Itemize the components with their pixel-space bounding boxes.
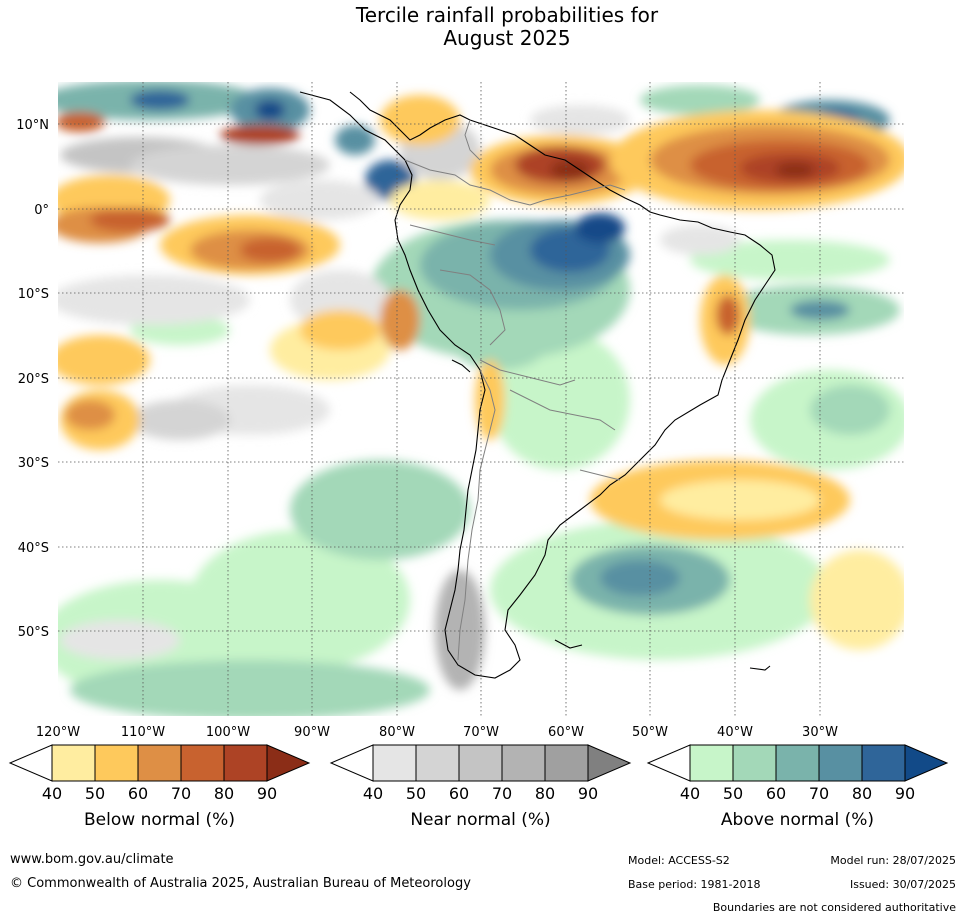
colorbar-label: Below normal (%) <box>84 810 235 830</box>
colorbar-segment <box>861 744 906 782</box>
colorbar-extend-high <box>266 744 311 782</box>
country-borders <box>404 119 626 661</box>
colorbar-segment <box>501 744 546 782</box>
colorbar-tick-label: 90 <box>578 784 598 803</box>
lon-label: 60°W <box>548 725 584 740</box>
colorbar-extend-low <box>646 744 691 782</box>
colorbar-tick-label: 60 <box>128 784 148 803</box>
colorbar-tick-label: 50 <box>85 784 105 803</box>
lon-label: 100°W <box>206 725 250 740</box>
website-link[interactable]: www.bom.gov.au/climate <box>10 852 174 867</box>
colorbar-segment <box>458 744 503 782</box>
colorbar-tick-label: 70 <box>492 784 512 803</box>
colorbar-extend-low <box>329 744 374 782</box>
colorbar-tick-label: 70 <box>171 784 191 803</box>
copyright-text: © Commonwealth of Australia 2025, Austra… <box>10 876 471 891</box>
colorbar-tick-label: 40 <box>363 784 383 803</box>
lat-label: 10°N <box>16 118 49 133</box>
colorbar-segment <box>689 744 734 782</box>
colorbar-tick-label: 80 <box>852 784 872 803</box>
colorbar-tick-label: 40 <box>42 784 62 803</box>
lon-label: 90°W <box>294 725 330 740</box>
colorbar-tick-label: 60 <box>449 784 469 803</box>
colorbar-extend-high <box>587 744 632 782</box>
colorbar-tick-label: 90 <box>257 784 277 803</box>
colorbar-segment <box>544 744 589 782</box>
map-panel <box>58 82 904 716</box>
colorbar-segment <box>372 744 417 782</box>
title-line-1: Tercile rainfall probabilities for <box>355 3 659 27</box>
colorbar-2: 40 50 60 70 80 90 Above normal (%) <box>646 744 949 830</box>
base-period: Base period: 1981-2018 <box>628 878 761 891</box>
colorbar-segment <box>818 744 863 782</box>
lat-label: 0° <box>34 203 49 218</box>
lon-label: 80°W <box>379 725 415 740</box>
colorbar-extend-low <box>8 744 53 782</box>
coastlines <box>299 91 776 679</box>
model-name: Model: ACCESS-S2 <box>628 854 730 867</box>
graticule <box>58 82 904 716</box>
colorbar-segment <box>137 744 182 782</box>
colorbar-1: 40 50 60 70 80 90 Near normal (%) <box>329 744 632 830</box>
model-run-date: Model run: 28/07/2025 <box>830 854 956 867</box>
probability-fields <box>58 82 904 716</box>
lon-label: 120°W <box>36 725 80 740</box>
lon-label: 40°W <box>717 725 753 740</box>
disclaimer-text: Boundaries are not considered authoritat… <box>712 901 956 914</box>
map-title: Tercile rainfall probabilities for Augus… <box>0 4 965 50</box>
lat-label: 10°S <box>18 287 49 302</box>
title-line-2: August 2025 <box>443 26 571 50</box>
colorbar-tick-label: 60 <box>766 784 786 803</box>
colorbar-segment <box>775 744 820 782</box>
colorbar-extend-high <box>904 744 949 782</box>
colorbar-tick-label: 50 <box>723 784 743 803</box>
colorbar-tick-label: 40 <box>680 784 700 803</box>
issued-date: Issued: 30/07/2025 <box>849 878 956 891</box>
colorbar-label: Above normal (%) <box>721 810 874 830</box>
colorbar-0: 40 50 60 70 80 90 Below normal (%) <box>8 744 311 830</box>
lon-label: 110°W <box>121 725 165 740</box>
colorbars: 40 50 60 70 80 90 Below normal (%) 40 50 60 70 80 90… <box>8 744 949 830</box>
colorbar-tick-label: 80 <box>214 784 234 803</box>
lon-label: 70°W <box>463 725 499 740</box>
lat-label: 30°S <box>18 456 49 471</box>
colorbar-segment <box>94 744 139 782</box>
lat-label: 20°S <box>18 372 49 387</box>
colorbar-tick-label: 80 <box>535 784 555 803</box>
lat-label: 50°S <box>18 625 49 640</box>
colorbar-tick-label: 50 <box>406 784 426 803</box>
latitude-labels: 10°N 0° 10°S 20°S 30°S 40°S 50°S <box>16 118 49 640</box>
lat-label: 40°S <box>18 541 49 556</box>
lon-label: 50°W <box>632 725 668 740</box>
longitude-labels: 120°W 110°W 100°W 90°W 80°W 70°W 60°W 50… <box>36 725 838 740</box>
colorbar-segment <box>223 744 268 782</box>
colorbar-tick-label: 90 <box>895 784 915 803</box>
colorbar-tick-label: 70 <box>809 784 829 803</box>
colorbar-segment <box>51 744 96 782</box>
colorbar-segment <box>415 744 460 782</box>
lon-label: 30°W <box>802 725 838 740</box>
colorbar-label: Near normal (%) <box>410 810 550 830</box>
colorbar-segment <box>732 744 777 782</box>
colorbar-segment <box>180 744 225 782</box>
